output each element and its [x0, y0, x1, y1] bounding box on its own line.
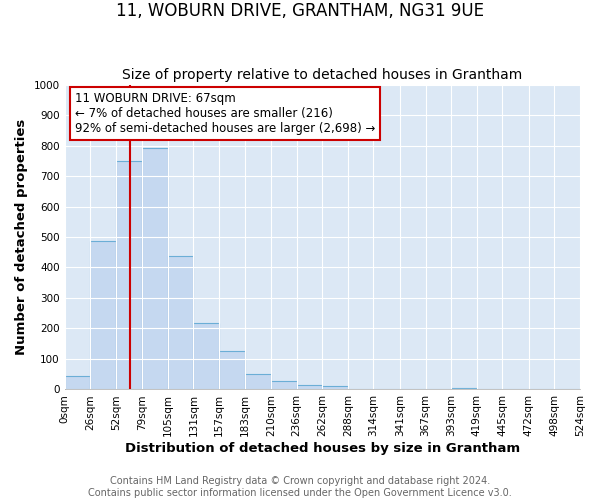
Bar [65, 376, 90, 390]
Text: Contains HM Land Registry data © Crown copyright and database right 2024.
Contai: Contains HM Land Registry data © Crown c… [88, 476, 512, 498]
Bar [116, 161, 142, 390]
Bar [322, 386, 348, 390]
Title: Size of property relative to detached houses in Grantham: Size of property relative to detached ho… [122, 68, 523, 82]
Bar [193, 322, 219, 390]
Y-axis label: Number of detached properties: Number of detached properties [15, 119, 28, 355]
X-axis label: Distribution of detached houses by size in Grantham: Distribution of detached houses by size … [125, 442, 520, 455]
Bar [168, 256, 193, 390]
Bar [296, 385, 322, 390]
Bar [348, 389, 373, 390]
Bar [90, 241, 116, 390]
Bar [554, 388, 580, 390]
Bar [271, 381, 296, 390]
Bar [142, 148, 168, 390]
Bar [451, 388, 477, 390]
Text: 11 WOBURN DRIVE: 67sqm
← 7% of detached houses are smaller (216)
92% of semi-det: 11 WOBURN DRIVE: 67sqm ← 7% of detached … [75, 92, 375, 135]
Bar [219, 350, 245, 390]
Bar [245, 374, 271, 390]
Text: 11, WOBURN DRIVE, GRANTHAM, NG31 9UE: 11, WOBURN DRIVE, GRANTHAM, NG31 9UE [116, 2, 484, 21]
